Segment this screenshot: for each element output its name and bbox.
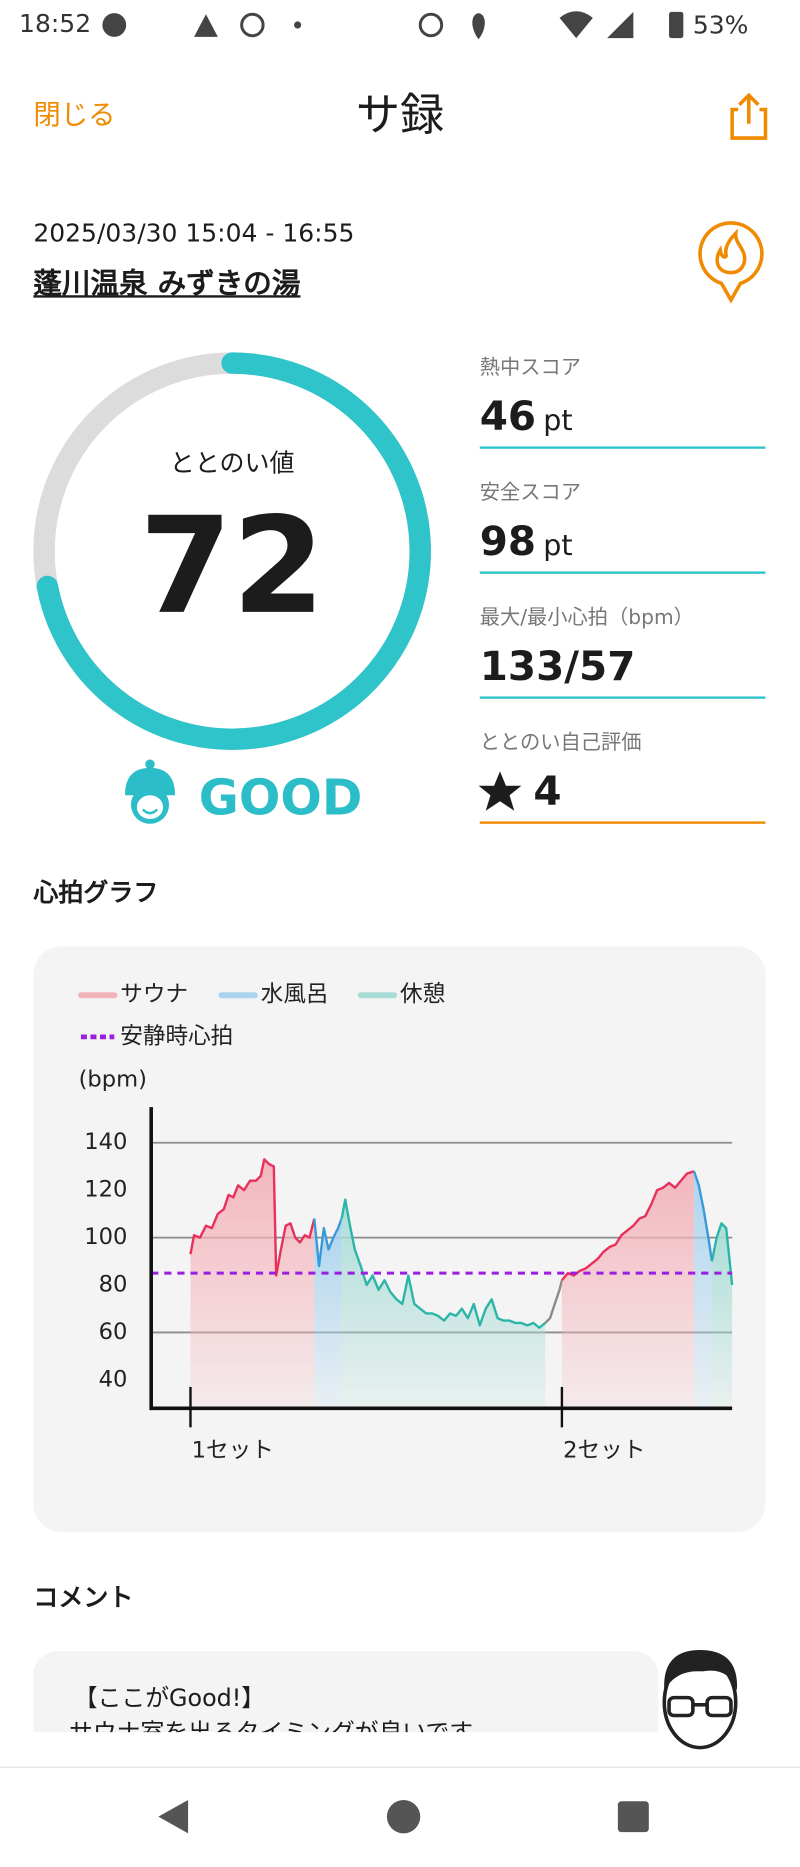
stat-value: 133/57 [479,642,636,691]
nav-back[interactable] [158,1800,189,1834]
series-area [694,1171,712,1409]
y-tick-label: 120 [84,1177,127,1203]
series-area [341,1199,546,1409]
status-time: 18:52 [19,9,92,39]
status-icons [102,11,684,40]
stat-label: ととのい自己評価 [479,730,642,755]
series-area [711,1223,733,1409]
advisor-avatar [662,1650,738,1750]
stat-value: 4 [533,767,562,816]
y-tick-label: 100 [84,1224,127,1250]
nav-divider [0,1766,800,1768]
set-label: 2セット [563,1438,645,1464]
y-axis-label: (bpm) [79,1066,147,1092]
series-line [560,1170,695,1282]
score-label: ととのい値 [169,448,295,478]
stat-label: 熱中スコア [479,355,581,380]
section-title: 心拍グラフ [33,878,159,908]
y-tick-label: 80 [99,1272,128,1298]
series-area [314,1218,342,1409]
score-rating: GOOD [198,769,363,827]
series-line [340,1198,546,1329]
session-datetime: 2025/03/30 15:04 - 16:55 [33,219,355,248]
stat-unit: pt [543,528,573,562]
y-tick-label: 60 [99,1319,128,1345]
y-tick-label: 40 [99,1366,128,1392]
legend-label: 安静時心拍 [120,1023,233,1049]
comment-line: サウナ室を出るタイミングが良いです [69,1717,474,1733]
legend-label: 水風呂 [261,982,329,1008]
rating-icon [125,759,176,824]
comment-card: 【ここがGood!】 サウナ室を出るタイミングが良いです [33,1651,659,1733]
score-value: 72 [139,489,325,645]
set-label: 1セット [192,1438,274,1464]
stat-rule [479,571,766,574]
series-area [561,1171,695,1409]
share-button[interactable] [730,92,768,140]
page-title: サ録 [355,89,445,141]
stat-label: 安全スコア [479,480,581,505]
stat-rule [479,446,766,449]
stat-value: 46 pt [480,396,573,436]
comment-line: 【ここがGood!】 [73,1683,266,1712]
series-line [189,1158,316,1277]
status-battery: 53% [692,10,749,40]
session-place[interactable]: 蓬川温泉 みずきの湯 [33,266,301,301]
stat-number: 98 [479,517,537,566]
nav-recents[interactable] [617,1801,649,1833]
score-ring-arc [36,352,431,750]
stat-value: 98 pt [480,521,573,561]
series-area [190,1159,315,1409]
stat-number: 46 [479,392,537,441]
star-icon [478,771,522,811]
series-line [544,1279,564,1324]
heart-rate-chart: 40 60 80 100 120 140 (bpm) 1セット 2セット サウナ 水風呂 休憩安静時心… [77,982,734,1464]
legend-label: サウナ [120,982,188,1008]
series-line [313,1218,343,1268]
stat-rule [479,696,766,699]
section-title: コメント [33,1583,134,1612]
y-tick-label: 140 [84,1129,127,1155]
nav-home[interactable] [386,1800,421,1834]
stat-unit: pt [543,403,573,437]
legend-label: 休憩 [400,982,445,1008]
close-button[interactable]: 閉じる [33,100,116,131]
stat-label: 最大/最小心拍（bpm） [479,605,694,630]
sauna-icon [698,221,764,304]
series-line [692,1170,714,1262]
series-line [710,1222,734,1286]
stat-rule [479,821,766,824]
